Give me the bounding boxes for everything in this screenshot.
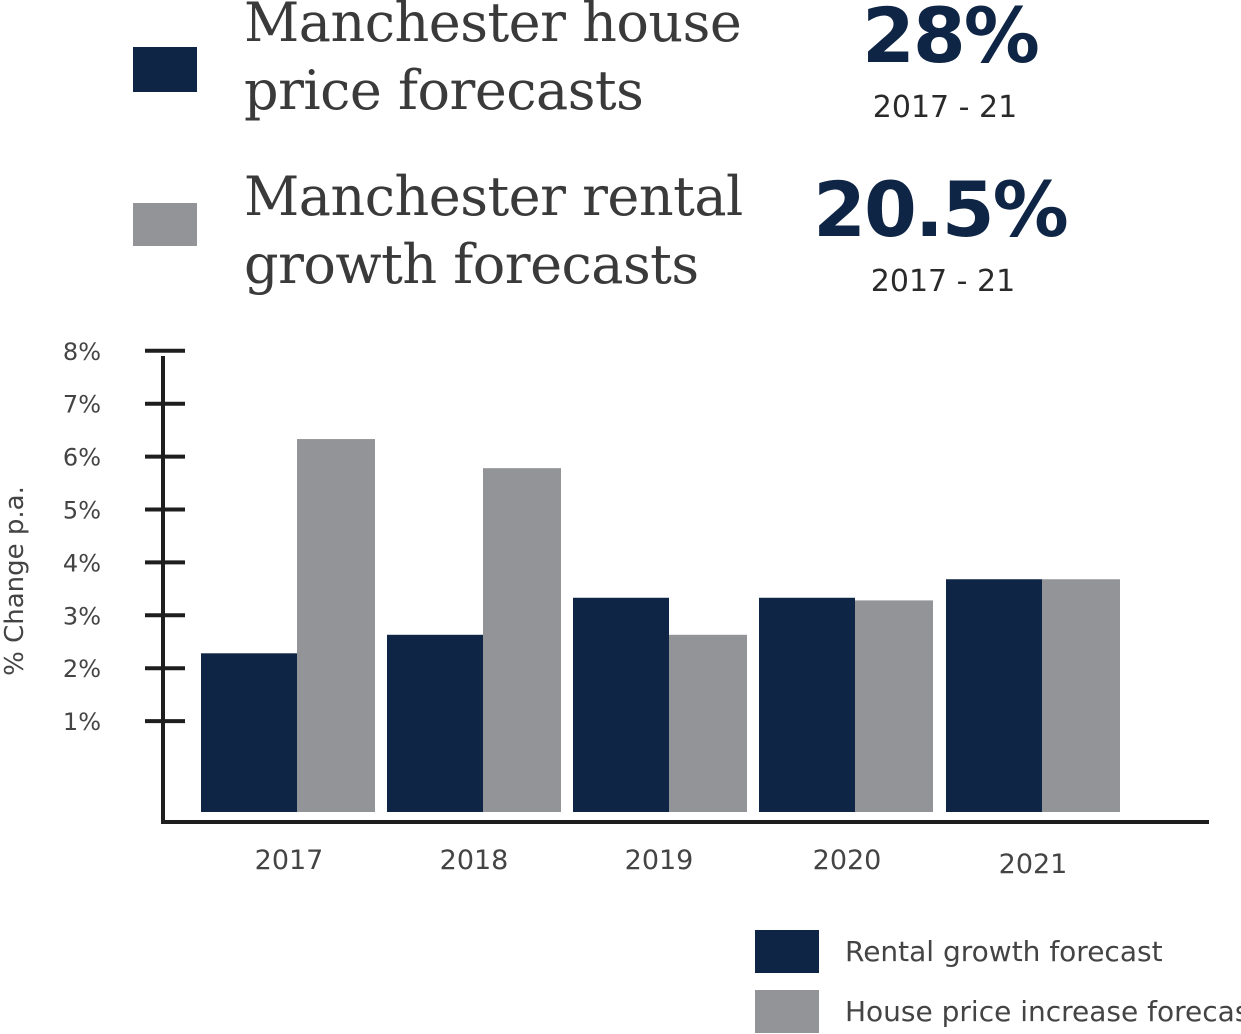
y-tick-label-3: 3% — [63, 602, 101, 630]
legend-swatch-rental — [755, 930, 819, 973]
house-price-headline: Manchester house price forecasts — [244, 0, 742, 125]
rental-growth-period: 2017 - 21 — [870, 264, 1016, 299]
category-labels-layer: 2017 2018 2019 2020 2021 — [255, 845, 1068, 880]
y-tick-label-5: 5% — [63, 497, 101, 525]
y-tick-label-4: 4% — [63, 549, 101, 577]
legend: Rental growth forecast House price increa… — [755, 930, 1241, 1033]
y-axis-title: % Change p.a. — [0, 486, 30, 676]
house-price-headline-line1: Manchester house — [244, 0, 742, 54]
legend-label-house-price: House price increase forecast — [845, 995, 1241, 1028]
bar-rental-2017 — [201, 653, 297, 812]
rental-growth-swatch — [133, 203, 197, 246]
rental-growth-headline: Manchester rental growth forecasts — [244, 163, 743, 299]
house-price-headline-line2: price forecasts — [244, 59, 644, 122]
house-price-swatch — [133, 47, 197, 92]
y-tick-label-6: 6% — [63, 444, 101, 472]
bar-house-price-2017 — [297, 439, 375, 812]
bars-layer — [201, 439, 1120, 812]
bar-rental-2021 — [946, 579, 1042, 812]
bar-rental-2018 — [387, 634, 483, 812]
legend-label-rental: Rental growth forecast — [845, 935, 1163, 968]
x-category-label-2017: 2017 — [255, 845, 324, 876]
bar-rental-2020 — [759, 597, 855, 812]
axes-layer — [161, 356, 1209, 824]
bar-house-price-2021 — [1042, 579, 1120, 812]
bar-house-price-2020 — [855, 600, 933, 812]
ticks-layer: 1% 2% 3% 4% 5% 6% 7% 8% — [63, 338, 185, 736]
x-category-label-2019: 2019 — [625, 845, 694, 876]
x-category-label-2020: 2020 — [813, 845, 882, 876]
house-price-period: 2017 - 21 — [872, 90, 1018, 125]
rental-growth-stat: 20.5% — [813, 165, 1069, 254]
y-tick-label-2: 2% — [63, 655, 101, 683]
house-price-stat: 28% — [862, 0, 1040, 80]
legend-swatch-house-price — [755, 990, 819, 1033]
bar-rental-2019 — [573, 597, 669, 812]
bar-house-price-2018 — [483, 468, 561, 812]
rental-growth-headline-line1: Manchester rental — [244, 165, 743, 228]
x-category-label-2021: 2021 — [999, 849, 1068, 880]
y-tick-label-8: 8% — [63, 338, 101, 366]
y-tick-label-7: 7% — [63, 391, 101, 419]
bar-house-price-2019 — [669, 634, 747, 812]
x-category-label-2018: 2018 — [440, 845, 509, 876]
y-tick-label-1: 1% — [63, 708, 101, 736]
rental-growth-headline-line2: growth forecasts — [244, 233, 699, 296]
